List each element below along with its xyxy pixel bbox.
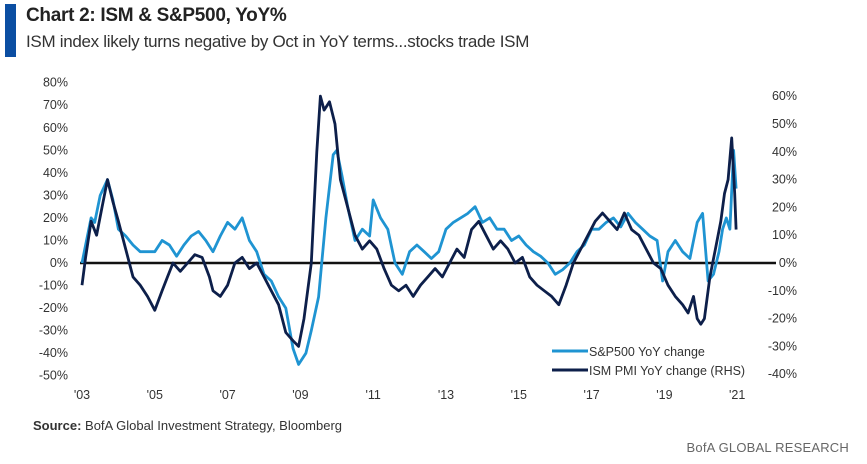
left-axis-tick-label: 40% (43, 166, 68, 180)
x-axis-tick-label: '19 (656, 388, 672, 402)
series-line-sp500 (80, 148, 738, 366)
x-axis-tick-label: '07 (219, 388, 235, 402)
left-axis-tick-label: 0% (50, 256, 68, 270)
chart-subtitle: ISM index likely turns negative by Oct i… (26, 32, 530, 51)
source-note: Source: BofA Global Investment Strategy,… (33, 418, 342, 433)
left-axis-tick-label: 50% (43, 143, 68, 157)
x-axis-tick-label: '21 (729, 388, 745, 402)
x-axis-tick-label: '03 (74, 388, 90, 402)
left-axis-tick-label: 10% (43, 233, 68, 247)
title-accent-bar (5, 4, 16, 57)
left-axis-tick-label: -40% (39, 346, 68, 360)
right-axis-tick-label: -10% (768, 284, 797, 298)
right-axis-tick-label: 20% (772, 200, 797, 214)
left-axis-tick-label: 60% (43, 121, 68, 135)
x-axis-tick-label: '13 (438, 388, 454, 402)
right-axis-tick-label: 30% (772, 173, 797, 187)
x-axis-tick-label: '17 (583, 388, 599, 402)
right-axis-tick-label: 50% (772, 117, 797, 131)
right-axis-tick-label: -20% (768, 312, 797, 326)
right-axis-tick-label: -30% (768, 339, 797, 353)
brand-footer: BofA GLOBAL RESEARCH (686, 440, 849, 455)
right-axis-tick-label: -40% (768, 367, 797, 381)
right-axis-tick-label: 40% (772, 145, 797, 159)
x-axis-tick-label: '09 (292, 388, 308, 402)
legend-label: ISM PMI YoY change (RHS) (589, 364, 745, 378)
left-axis-tick-label: -50% (39, 369, 68, 383)
x-axis-tick-label: '15 (511, 388, 527, 402)
left-axis-tick-label: 20% (43, 211, 68, 225)
left-axis-tick-label: 70% (43, 98, 68, 112)
left-axis-tick-label: -10% (39, 279, 68, 293)
series-line-ism (80, 94, 738, 348)
left-axis-tick-label: -30% (39, 324, 68, 338)
x-axis-tick-label: '11 (366, 388, 381, 402)
left-axis-tick-label: 30% (43, 188, 68, 202)
right-axis-tick-label: 10% (772, 228, 797, 242)
left-axis-tick-label: -20% (39, 301, 68, 315)
legend-label: S&P500 YoY change (589, 345, 705, 359)
right-axis-tick-label: 0% (779, 256, 797, 270)
right-axis-tick-label: 60% (772, 89, 797, 103)
chart-title: Chart 2: ISM & S&P500, YoY% (26, 5, 287, 26)
source-label: Source: (33, 418, 82, 433)
x-axis-tick-label: '05 (147, 388, 163, 402)
source-text: BofA Global Investment Strategy, Bloombe… (85, 418, 343, 433)
left-axis-tick-label: 80% (43, 76, 68, 90)
